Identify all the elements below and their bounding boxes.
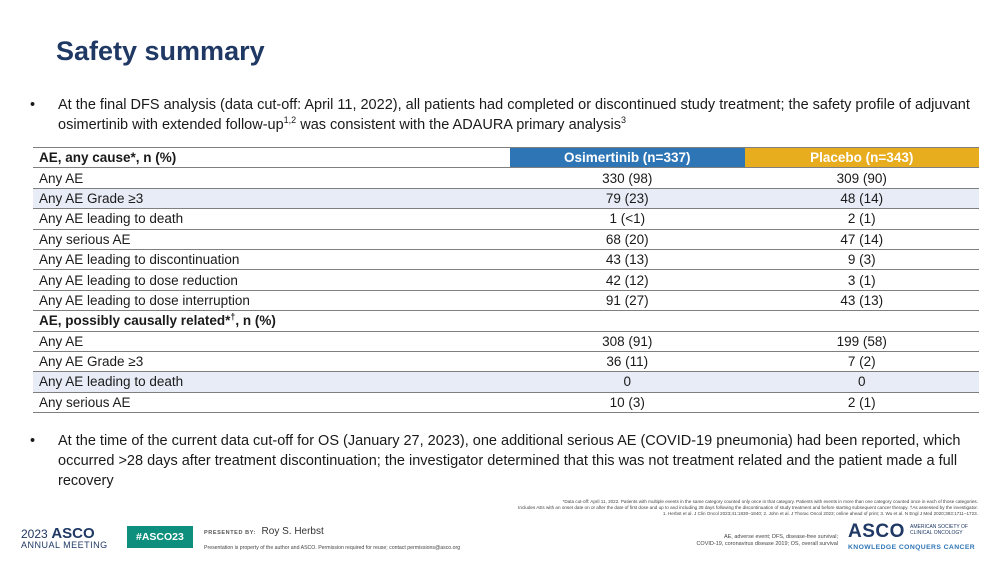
abbreviations: AE, adverse event; DFS, disease-free sur… [660, 534, 838, 548]
cell-placebo: 2 (1) [744, 392, 979, 414]
row-label: Any AE leading to death [33, 208, 511, 230]
meeting-year: 2023 [21, 527, 48, 541]
abbreviations-line: AE, adverse event; DFS, disease-free sur… [723, 534, 838, 540]
cell-osimertinib: 68 (20) [510, 229, 745, 250]
footnote-references: 1. Herbst et al. J Clin Oncol 2023;41:18… [662, 511, 978, 516]
meeting-label: ANNUAL MEETING [21, 540, 108, 550]
table-row: Any AE leading to dose interruption 91 (… [33, 290, 979, 312]
row-label: Any AE Grade ≥3 [33, 351, 511, 373]
bullet1-text-part1: At the final DFS analysis (data cut-off:… [58, 97, 970, 133]
bullet1-ref-2: 3 [620, 115, 626, 126]
table-header-row: AE, any cause*, n (%) Osimertinib (n=337… [33, 146, 979, 169]
bullet-dfs-analysis: • At the final DFS analysis (data cut-of… [30, 95, 980, 135]
logo-society: AMERICAN SOCIETY OF CLINICAL ONCOLOGY [910, 524, 968, 536]
cell-placebo: 9 (3) [744, 249, 979, 271]
subheader-causally-related: AE, possibly causally related*†, n (%) [33, 310, 979, 332]
hashtag-badge: #ASCO23 [127, 526, 193, 548]
asco-meeting-logo: 2023 ASCO ANNUAL MEETING [21, 525, 108, 550]
row-label: Any AE leading to dose interruption [33, 290, 511, 312]
row-label: Any serious AE [33, 229, 511, 250]
presented-by: PRESENTED BY: Roy S. Herbst [204, 526, 324, 537]
subheader-text-end: , n (%) [235, 313, 276, 329]
bullet-marker: • [30, 433, 36, 449]
table-row: Any serious AE 10 (3) 2 (1) [33, 392, 979, 414]
bullet-marker: • [30, 97, 36, 113]
logo-tagline: KNOWLEDGE CONQUERS CANCER [848, 544, 976, 551]
table-row: Any serious AE 68 (20) 47 (14) [33, 229, 979, 250]
bullet1-text-part2: was consistent with the ADAURA primary a… [296, 117, 621, 133]
header-osimertinib: Osimertinib (n=337) [510, 146, 745, 169]
meeting-asco: ASCO [51, 525, 95, 542]
cell-osimertinib: 91 (27) [510, 290, 745, 312]
row-label: Any serious AE [33, 392, 511, 414]
footnote-line: Includes AEs with an onset date on or af… [518, 505, 978, 510]
table-row: Any AE leading to death 1 (<1) 2 (1) [33, 208, 979, 230]
cell-osimertinib: 36 (11) [510, 351, 745, 373]
subheader-dagger: † [230, 311, 236, 322]
header-ae-any-cause: AE, any cause*, n (%) [33, 146, 511, 169]
permission-notice: Presentation is property of the author a… [204, 545, 461, 551]
bullet2-text: At the time of the current data cut-off … [58, 433, 961, 489]
row-label: Any AE [33, 331, 511, 352]
table-row: Any AE 330 (98) 309 (90) [33, 167, 979, 189]
cell-placebo: 47 (14) [744, 229, 979, 250]
cell-osimertinib: 308 (91) [510, 331, 745, 352]
slide-title: Safety summary [56, 36, 265, 66]
presented-by-label: PRESENTED BY: [204, 530, 257, 536]
cell-osimertinib: 10 (3) [510, 392, 745, 414]
bullet-os-update: • At the time of the current data cut-of… [30, 431, 980, 491]
table-subheader-row: AE, possibly causally related*†, n (%) [33, 310, 979, 332]
cell-osimertinib: 42 (12) [510, 269, 745, 291]
cell-placebo: 0 [744, 371, 979, 393]
cell-placebo: 43 (13) [744, 290, 979, 312]
table-row: Any AE leading to dose reduction 42 (12)… [33, 269, 979, 291]
subheader-text: AE, possibly causally related* [39, 313, 231, 329]
abbreviations-line: COVID-19, coronavirus disease 2019; OS, … [696, 541, 838, 547]
cell-osimertinib: 330 (98) [510, 167, 745, 189]
cell-placebo: 48 (14) [744, 187, 979, 210]
row-label: Any AE leading to dose reduction [33, 269, 511, 291]
cell-osimertinib: 79 (23) [510, 187, 745, 210]
table-row: Any AE leading to discontinuation 43 (13… [33, 249, 979, 271]
safety-table: AE, any cause*, n (%) Osimertinib (n=337… [33, 146, 979, 414]
footnote: *Data cut-off: April 11, 2022. Patients … [198, 499, 978, 517]
row-label: Any AE Grade ≥3 [33, 187, 511, 210]
asco-society-logo: ASCO AMERICAN SOCIETY OF CLINICAL ONCOLO… [848, 521, 975, 551]
cell-placebo: 2 (1) [744, 208, 979, 230]
cell-osimertinib: 1 (<1) [510, 208, 745, 230]
table-row: Any AE 308 (91) 199 (58) [33, 331, 979, 352]
table-row: Any AE Grade ≥3 36 (11) 7 (2) [33, 351, 979, 373]
header-placebo: Placebo (n=343) [744, 146, 979, 169]
cell-osimertinib: 43 (13) [510, 249, 745, 271]
logo-asco: ASCO [848, 521, 905, 542]
cell-osimertinib: 0 [510, 371, 745, 393]
row-label: Any AE leading to death [33, 371, 511, 393]
cell-placebo: 199 (58) [744, 331, 979, 352]
footnote-line: *Data cut-off: April 11, 2022. Patients … [562, 499, 978, 504]
row-label: Any AE leading to discontinuation [33, 249, 511, 271]
bullet1-ref-1: 1,2 [283, 115, 297, 126]
cell-placebo: 3 (1) [744, 269, 979, 291]
row-label: Any AE [33, 167, 511, 189]
presenter-name: Roy S. Herbst [261, 526, 324, 537]
table-row-highlighted: Any AE leading to death 0 0 [33, 371, 979, 393]
cell-placebo: 7 (2) [744, 351, 979, 373]
table-row-highlighted: Any AE Grade ≥3 79 (23) 48 (14) [33, 187, 979, 210]
cell-placebo: 309 (90) [744, 167, 979, 189]
